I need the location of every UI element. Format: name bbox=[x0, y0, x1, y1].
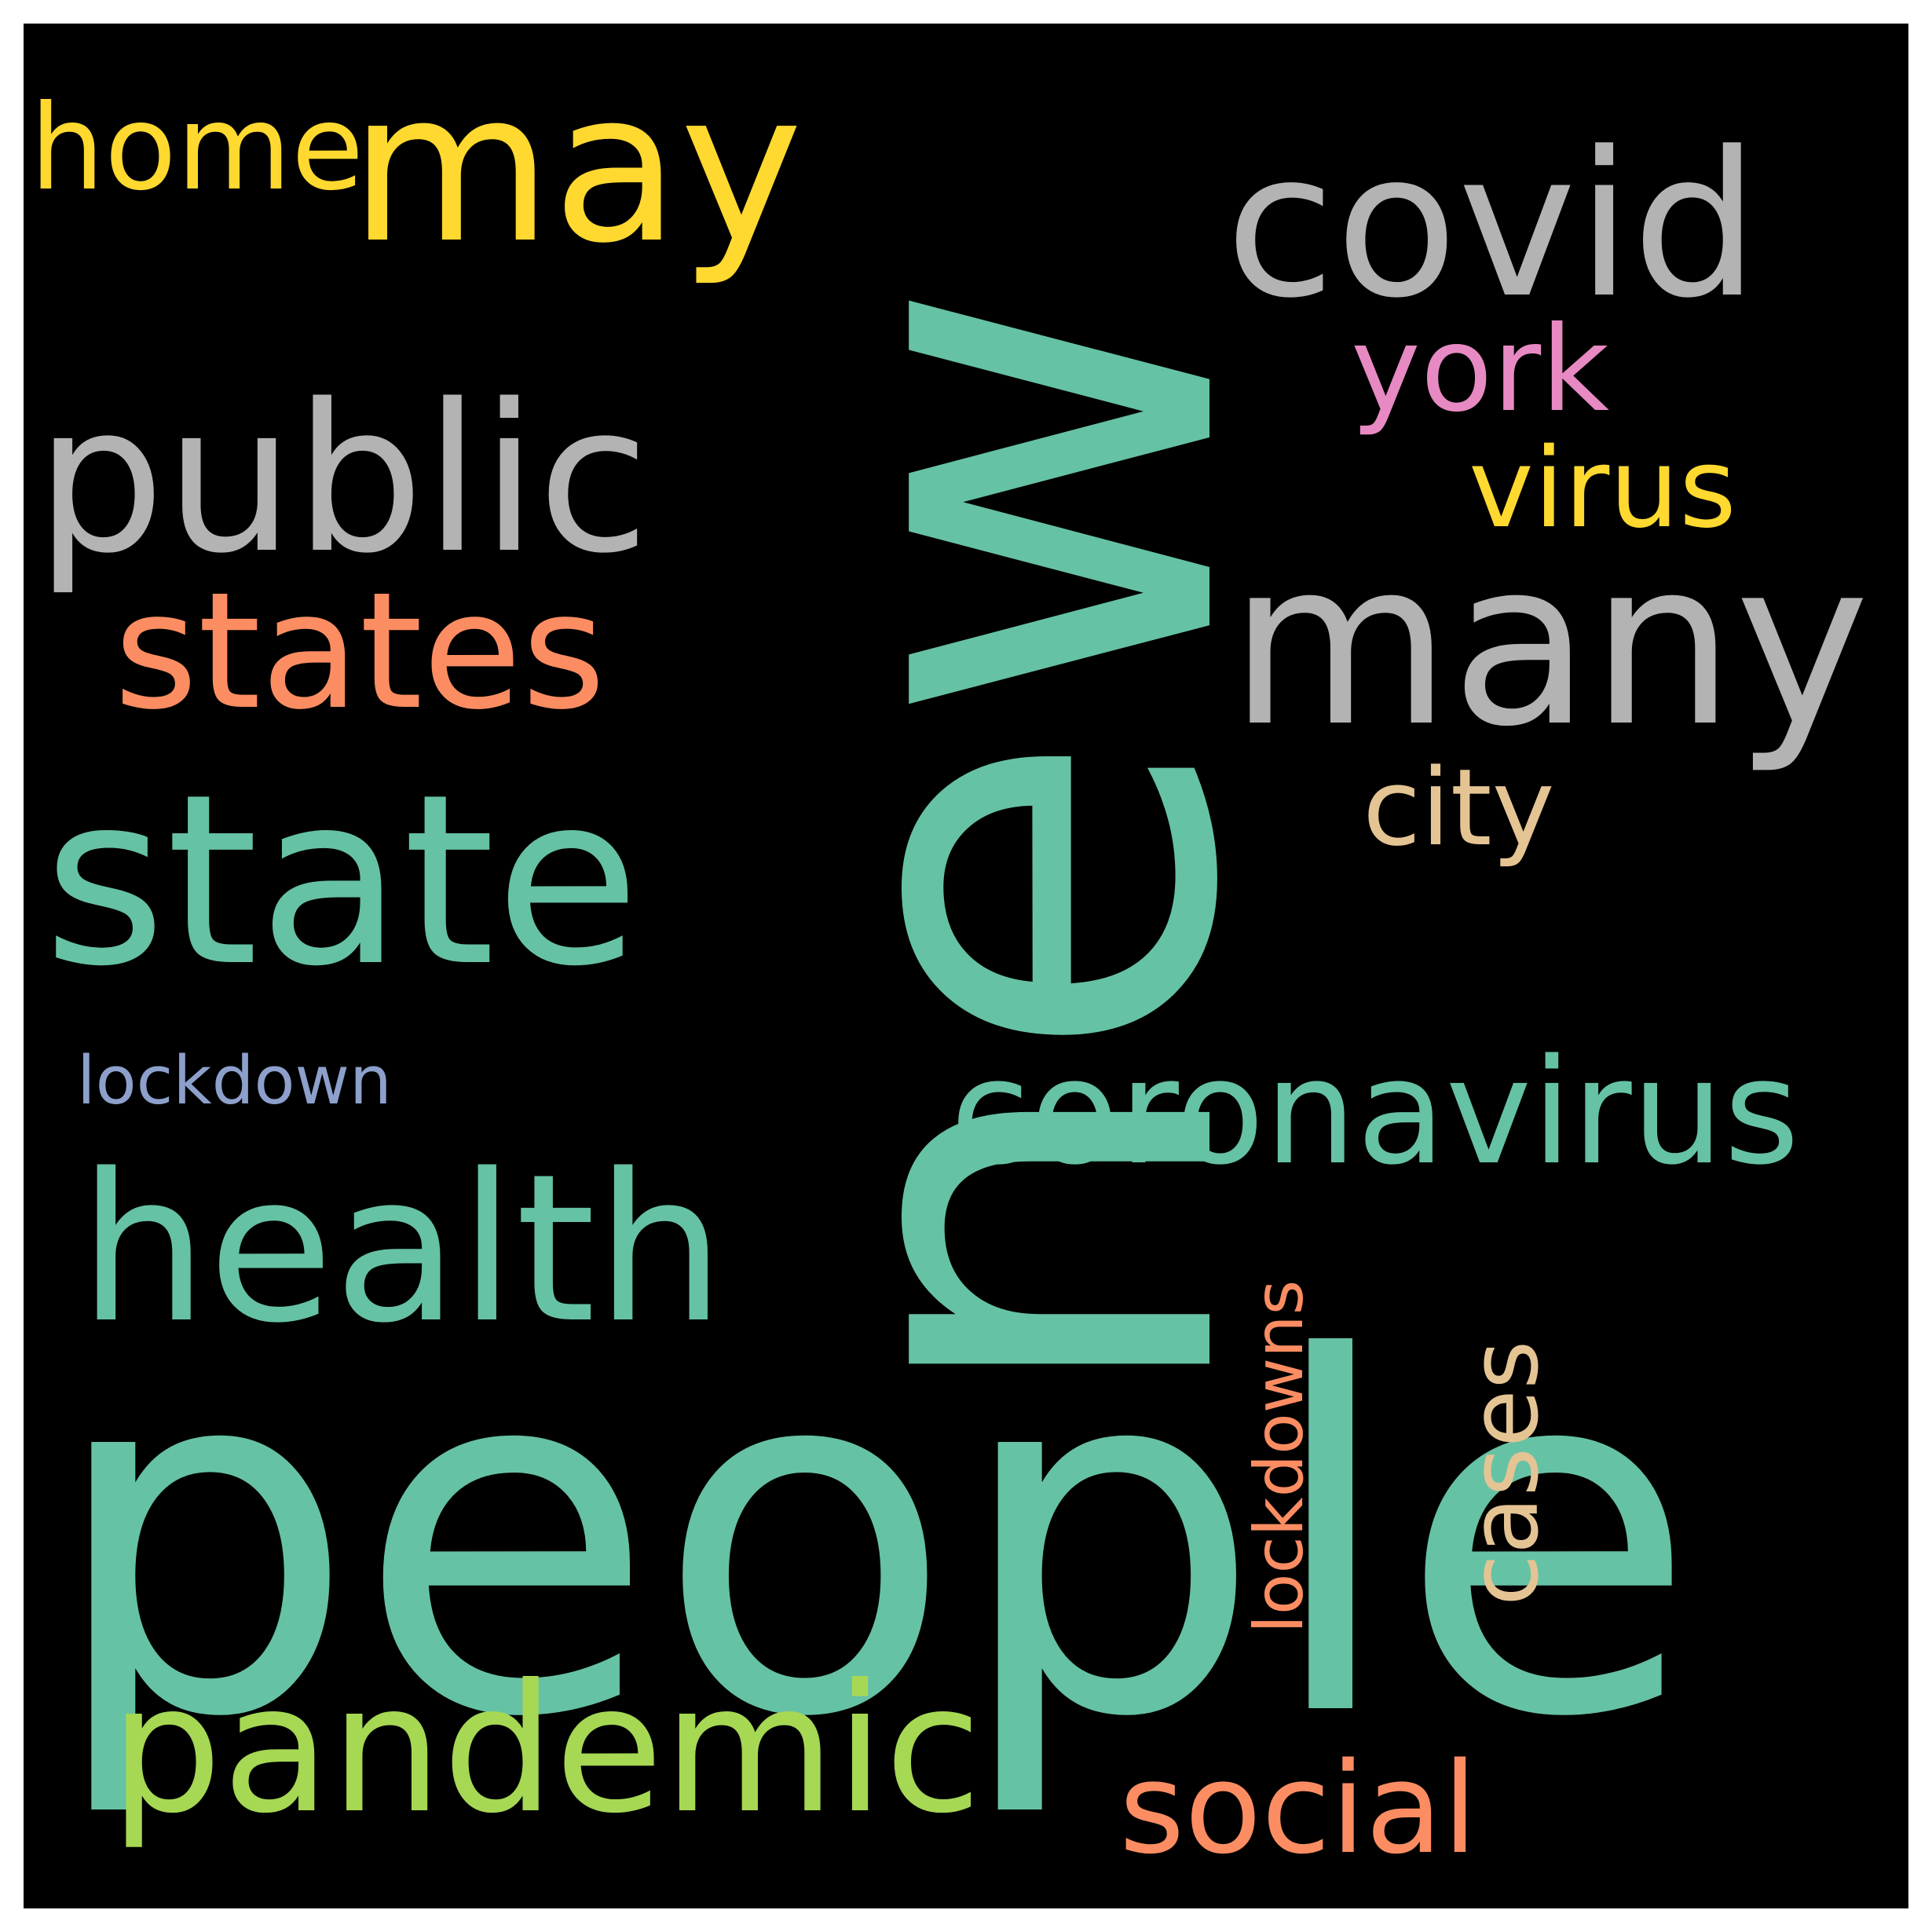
word-city: city bbox=[1363, 746, 1555, 869]
word-social: social bbox=[1119, 1735, 1477, 1882]
word-pandemic: pandemic bbox=[110, 1647, 982, 1853]
word-virus: virus bbox=[1469, 425, 1736, 553]
word-new: new bbox=[700, 277, 1340, 1414]
word-coronavirus: coronavirus bbox=[950, 1027, 1799, 1197]
word-many: many bbox=[1229, 512, 1870, 777]
word-home: home bbox=[30, 80, 364, 217]
word-cloud-background bbox=[24, 24, 1908, 1908]
word-lockdown: lockdown bbox=[77, 1042, 392, 1120]
word-lockdowns: lockdowns bbox=[1240, 1280, 1319, 1634]
word-people: people bbox=[47, 1257, 1698, 1824]
word-public: public bbox=[35, 361, 649, 598]
word-states: states bbox=[114, 558, 606, 745]
word-cases: cases bbox=[1451, 1341, 1560, 1606]
word-health: health bbox=[79, 1131, 725, 1368]
word-covid: covid bbox=[1225, 109, 1759, 342]
word-york: york bbox=[1351, 302, 1609, 438]
word-may: may bbox=[349, 47, 803, 289]
word-state: state bbox=[43, 744, 640, 1018]
